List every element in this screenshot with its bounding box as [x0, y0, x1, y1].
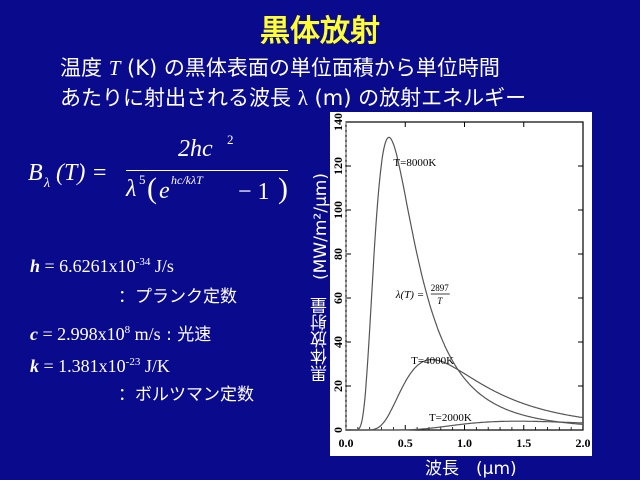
constant-k-unit: J/K — [140, 356, 170, 376]
series-label-8000k: T=8000K — [393, 157, 436, 169]
subtitle-text: (K) の黒体表面の単位面積から単位時間 — [120, 56, 500, 80]
chart-background — [330, 112, 592, 456]
blackbody-chart: 0.0 0.5 1.0 1.5 2.0 0 20 40 60 80 100 120 140 T=8000K… — [331, 113, 591, 450]
x-axis-label: 波長 (μm) — [425, 459, 517, 479]
constant-h-value: = 6.6261x10 — [40, 256, 136, 276]
formula-B: B — [28, 160, 43, 186]
temperature-symbol: T — [108, 56, 121, 80]
constant-k: k = 1.381x10-23 J/K — [30, 356, 170, 377]
constant-c: c = 2.998x108 m/s : 光速 — [30, 320, 211, 345]
subtitle-text: あたりに射出される波長 — [60, 86, 298, 110]
x-tick-label: 2.0 — [576, 436, 591, 450]
y-tick-label: 0 — [331, 427, 345, 433]
x-tick-label: 1.0 — [457, 436, 472, 450]
series-line-2000k — [351, 420, 584, 431]
series-label-4000k: T=4000K — [411, 355, 454, 367]
subtitle-text: (m) の放射エネルギー — [307, 86, 527, 110]
constant-h-description: ：プランク定数 — [118, 287, 237, 307]
formula-numerator: 2hc — [178, 136, 213, 162]
constant-c-description: : 光速 — [160, 325, 212, 345]
formula-paren-close: ) — [278, 172, 288, 205]
series-label-2000k: T=2000K — [429, 412, 472, 424]
constant-h-symbol: h — [30, 256, 41, 276]
plot-frame — [345, 121, 584, 431]
constant-k-symbol: k — [30, 356, 39, 376]
constant-h-unit: J/s — [150, 256, 174, 276]
slide-title: 黒体放射 — [260, 14, 380, 49]
x-tick-label: 0.0 — [339, 436, 354, 450]
wien-label-denominator: T — [437, 296, 443, 306]
formula-denom-e: e — [159, 178, 170, 204]
constant-h-exponent: -34 — [135, 256, 151, 268]
formula-arg: (T) = — [56, 160, 108, 186]
constant-k-description: ：ボルツマン定数 — [118, 385, 254, 405]
formula-denom-sup5: 5 — [139, 172, 146, 187]
y-tick-label: 40 — [331, 336, 345, 348]
constant-c-symbol: c — [30, 324, 38, 344]
wavelength-symbol: λ — [297, 86, 308, 110]
subtitle-line-1: 温度 T (K) の黒体表面の単位面積から単位時間 — [60, 54, 620, 82]
constant-c-value: = 2.998x10 — [38, 324, 125, 344]
series-line-8000k — [351, 136, 583, 431]
y-tick-label: 100 — [331, 201, 345, 219]
subtitle-line-2: あたりに射出される波長 λ (m) の放射エネルギー — [60, 84, 620, 112]
y-tick-label: 20 — [331, 380, 345, 392]
planck-formula: B λ (T) = 2hc 2 λ 5 ( e hc/kλT − 1 ) — [28, 132, 298, 212]
formula-denom-lambda: λ — [126, 176, 137, 202]
wien-label-numerator: 2897 — [431, 283, 450, 293]
constant-c-unit: m/s — [130, 324, 161, 344]
x-tick-label: 0.5 — [398, 436, 413, 450]
constant-h: h = 6.6261x10-34 J/s — [30, 256, 174, 277]
formula-num-sup: 2 — [227, 132, 234, 147]
constant-k-exponent: -23 — [125, 356, 141, 368]
formula-paren-open: ( — [147, 172, 157, 205]
formula-lambda-sub: λ — [44, 176, 51, 191]
y-tick-label: 60 — [331, 292, 345, 304]
constant-c-exponent: 8 — [124, 324, 131, 336]
constant-k-value: = 1.381x10 — [39, 356, 126, 376]
wien-label-lhs: λ(T) = — [395, 289, 424, 301]
y-axis-label: 黒体放射量 (MW/m²/μm) — [311, 173, 331, 383]
y-tick-label: 80 — [331, 248, 345, 260]
formula-denom-minus: − 1 — [238, 179, 270, 205]
fraction-bar — [126, 170, 288, 171]
x-tick-label: 1.5 — [516, 436, 531, 450]
formula-denom-exp: hc/kλT — [171, 173, 203, 187]
series-line-4000k — [351, 359, 584, 431]
subtitle-text: 温度 — [60, 56, 109, 80]
y-tick-label: 140 — [331, 113, 345, 131]
y-tick-label: 120 — [331, 157, 345, 175]
